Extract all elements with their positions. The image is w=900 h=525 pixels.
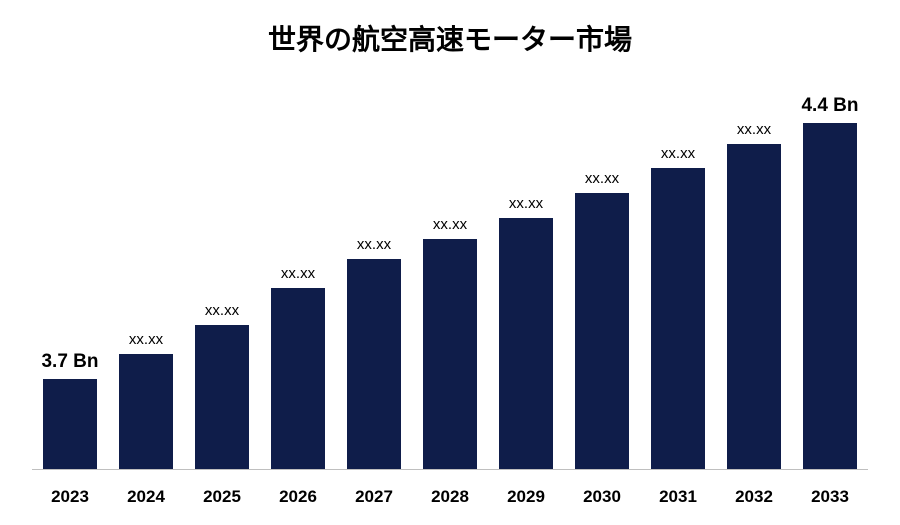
bar-value-label: xx.xx (281, 265, 315, 282)
bar-rect (499, 218, 554, 470)
bar-rect (271, 288, 326, 470)
x-axis-label: 2033 (792, 487, 868, 507)
x-axis-label: 2024 (108, 487, 184, 507)
bar-rect (43, 379, 98, 470)
bars-group: 3.7 Bn xx.xx xx.xx xx.xx xx.xx xx.xx xx.xx xx.x… (32, 90, 868, 470)
x-axis-label: 2031 (640, 487, 716, 507)
bar-rect (423, 239, 478, 470)
bar-value-label: xx.xx (357, 236, 391, 253)
bar-value-label: 3.7 Bn (41, 351, 98, 373)
bar-rect (119, 354, 174, 470)
bar-slot: xx.xx (564, 90, 640, 470)
bar-value-label: 4.4 Bn (801, 95, 858, 117)
bar-rect (651, 168, 706, 470)
bar-rect (575, 193, 630, 470)
x-axis-label: 2029 (488, 487, 564, 507)
chart-title: 世界の航空高速モーター市場 (0, 18, 900, 58)
bar-slot: 3.7 Bn (32, 90, 108, 470)
bar-rect (803, 123, 858, 470)
bar-value-label: xx.xx (509, 195, 543, 212)
bar-rect (347, 259, 402, 470)
plot-area: 3.7 Bn xx.xx xx.xx xx.xx xx.xx xx.xx xx.xx xx.x… (32, 90, 868, 470)
bar-value-label: xx.xx (585, 170, 619, 187)
bar-slot: xx.xx (336, 90, 412, 470)
bar-slot: xx.xx (488, 90, 564, 470)
x-axis-label: 2026 (260, 487, 336, 507)
bar-slot: xx.xx (412, 90, 488, 470)
x-axis-label: 2027 (336, 487, 412, 507)
bar-value-label: xx.xx (205, 302, 239, 319)
bar-value-label: xx.xx (129, 331, 163, 348)
x-axis-label: 2025 (184, 487, 260, 507)
x-axis-label: 2030 (564, 487, 640, 507)
bar-value-label: xx.xx (433, 216, 467, 233)
bar-rect (727, 144, 782, 470)
bar-slot: xx.xx (640, 90, 716, 470)
x-axis-baseline (32, 469, 868, 470)
x-axis-label: 2032 (716, 487, 792, 507)
bar-slot: xx.xx (260, 90, 336, 470)
bar-rect (195, 325, 250, 470)
x-axis-label: 2023 (32, 487, 108, 507)
x-axis-labels: 2023202420252026202720282029203020312032… (32, 487, 868, 507)
bar-value-label: xx.xx (661, 145, 695, 162)
bar-slot: xx.xx (108, 90, 184, 470)
bar-slot: xx.xx (716, 90, 792, 470)
chart-container: 世界の航空高速モーター市場 3.7 Bn xx.xx xx.xx xx.xx xx.xx… (0, 0, 900, 525)
bar-value-label: xx.xx (737, 121, 771, 138)
bar-slot: xx.xx (184, 90, 260, 470)
bar-slot: 4.4 Bn (792, 90, 868, 470)
x-axis-label: 2028 (412, 487, 488, 507)
